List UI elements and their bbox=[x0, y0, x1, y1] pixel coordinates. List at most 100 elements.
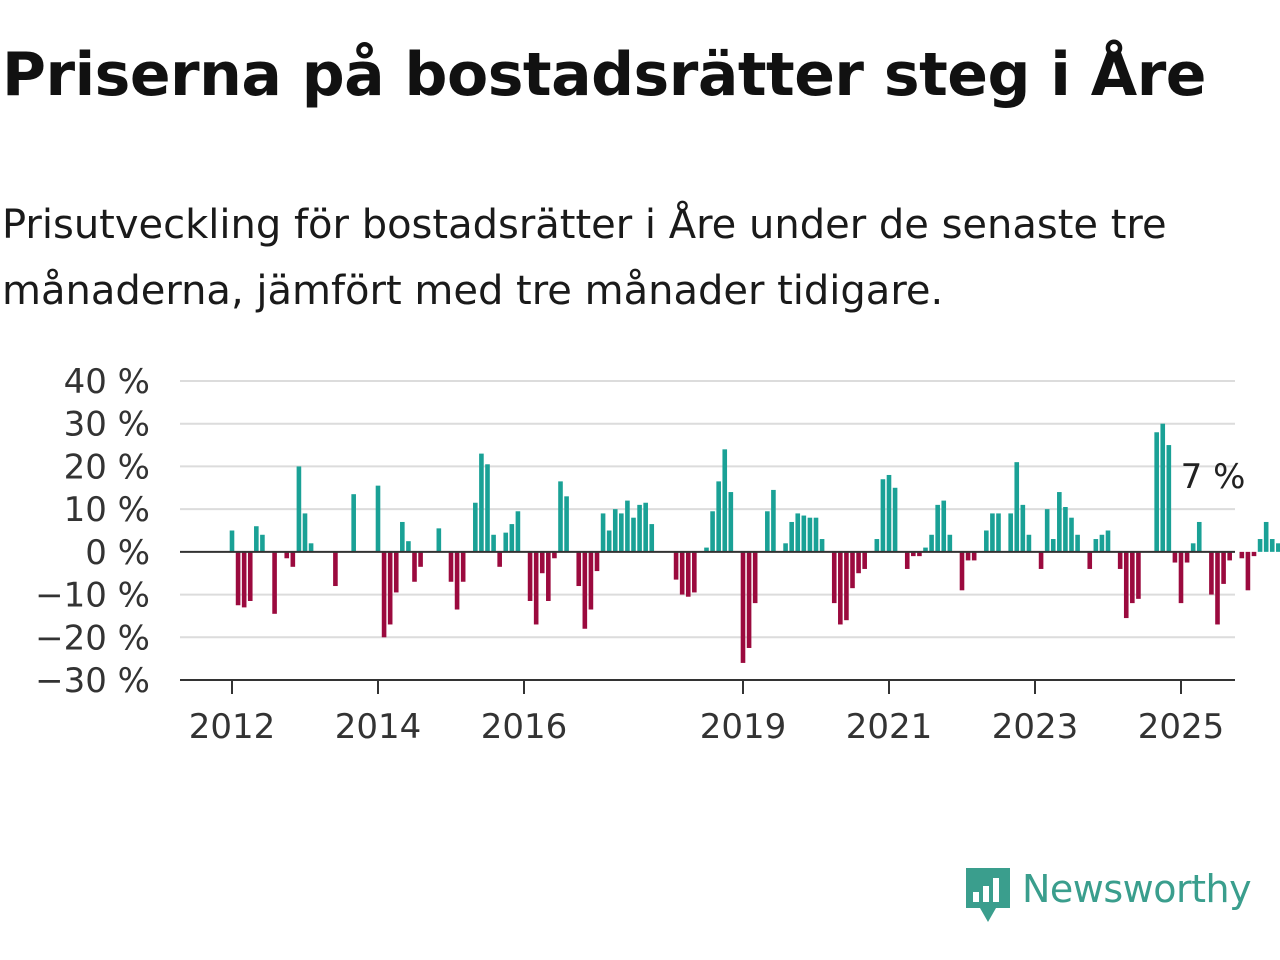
bar bbox=[929, 534, 934, 552]
bar bbox=[509, 524, 515, 552]
bar bbox=[1136, 551, 1141, 599]
bar bbox=[588, 551, 594, 610]
bar bbox=[704, 547, 709, 552]
bar bbox=[1190, 543, 1196, 552]
bar bbox=[1008, 513, 1013, 552]
bar bbox=[1069, 517, 1074, 552]
bar bbox=[412, 551, 417, 582]
y-tick-label: −10 % bbox=[35, 576, 150, 616]
bar bbox=[612, 509, 618, 552]
bar bbox=[375, 485, 381, 552]
bar bbox=[874, 539, 880, 552]
bar bbox=[752, 551, 758, 604]
bar bbox=[229, 530, 235, 552]
bar bbox=[260, 534, 265, 552]
bar bbox=[485, 464, 490, 552]
bar bbox=[819, 539, 825, 552]
bar bbox=[479, 453, 484, 552]
bar bbox=[1038, 551, 1044, 569]
bar bbox=[606, 530, 612, 552]
bar bbox=[582, 551, 588, 629]
bar bbox=[600, 513, 606, 552]
bar bbox=[716, 481, 721, 552]
bar bbox=[503, 532, 509, 552]
x-tick-label: 2025 bbox=[1138, 707, 1225, 747]
bar bbox=[1172, 551, 1178, 563]
bar bbox=[393, 551, 399, 593]
bar bbox=[406, 541, 411, 552]
bar bbox=[740, 551, 746, 663]
bar bbox=[351, 494, 356, 552]
bar bbox=[765, 511, 770, 552]
bar bbox=[728, 492, 734, 552]
bar bbox=[1044, 509, 1050, 552]
bar bbox=[454, 551, 460, 610]
bar bbox=[637, 504, 642, 552]
bar bbox=[838, 551, 843, 625]
bar bbox=[941, 500, 947, 552]
bar bbox=[722, 449, 728, 552]
bar bbox=[460, 551, 466, 582]
bar bbox=[1160, 423, 1166, 552]
bar bbox=[990, 513, 995, 552]
bar bbox=[807, 517, 813, 552]
bar bbox=[546, 551, 551, 601]
bar bbox=[923, 547, 928, 552]
bar bbox=[911, 551, 916, 557]
page-subtitle: Prisutveckling för bostadsrätter i Åre u… bbox=[2, 202, 1167, 314]
bar bbox=[1130, 551, 1135, 604]
bar bbox=[1196, 521, 1202, 552]
bar bbox=[1123, 551, 1129, 619]
bar bbox=[381, 551, 387, 638]
bar bbox=[1057, 492, 1062, 552]
bar bbox=[892, 487, 898, 552]
last-value-annotation: 7 % bbox=[1181, 457, 1246, 497]
bar bbox=[1014, 462, 1020, 552]
y-tick-label: 20 % bbox=[64, 447, 150, 487]
x-tick-label: 2023 bbox=[992, 707, 1079, 747]
chart-grid bbox=[180, 380, 1235, 639]
y-tick-label: −30 % bbox=[35, 661, 150, 701]
y-tick-label: 10 % bbox=[64, 490, 150, 530]
bar bbox=[1221, 551, 1226, 584]
bar bbox=[552, 551, 557, 559]
bar bbox=[308, 543, 314, 552]
bar bbox=[290, 551, 296, 567]
bar bbox=[904, 551, 910, 569]
bar bbox=[436, 528, 442, 552]
bar bbox=[533, 551, 539, 625]
bar bbox=[844, 551, 849, 621]
bar bbox=[284, 551, 290, 559]
bar bbox=[862, 551, 867, 569]
bar bbox=[235, 551, 241, 606]
bar bbox=[254, 526, 259, 552]
bar bbox=[801, 515, 807, 552]
bar bbox=[1257, 539, 1263, 552]
bar bbox=[631, 517, 636, 552]
bar bbox=[692, 551, 697, 593]
bar bbox=[1105, 530, 1111, 552]
bar bbox=[965, 551, 971, 561]
bar bbox=[1251, 551, 1257, 557]
x-axis-labels: 2012 2014 2016 2019 2021 2023 2025 bbox=[189, 707, 1225, 747]
bar bbox=[947, 534, 953, 552]
bar bbox=[387, 551, 393, 625]
x-tick-label: 2016 bbox=[481, 707, 568, 747]
bar bbox=[1245, 551, 1251, 591]
bar bbox=[296, 466, 302, 552]
bar bbox=[576, 551, 582, 587]
bar bbox=[1093, 539, 1099, 552]
bar bbox=[685, 551, 691, 597]
bar bbox=[649, 524, 655, 552]
bar bbox=[564, 496, 569, 552]
bar bbox=[1184, 551, 1190, 563]
page-title: Priserna på bostadsrätter steg i Åre bbox=[2, 40, 1206, 110]
bar bbox=[971, 551, 977, 561]
y-tick-label: 0 % bbox=[85, 533, 150, 573]
bar bbox=[783, 543, 788, 552]
bar bbox=[771, 489, 776, 552]
bar bbox=[1117, 551, 1123, 569]
y-tick-label: 40 % bbox=[64, 362, 150, 402]
bar bbox=[917, 551, 922, 557]
bar bbox=[497, 551, 502, 567]
